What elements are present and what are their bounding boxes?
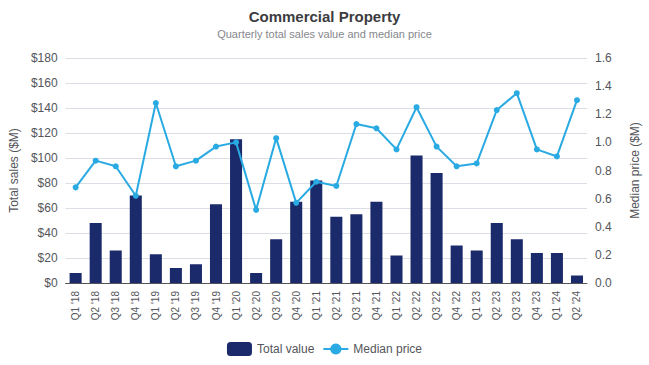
svg-text:Q1 '23: Q1 '23 (471, 291, 482, 321)
svg-text:Q4 '18: Q4 '18 (130, 291, 141, 321)
svg-text:Q3 '20: Q3 '20 (271, 291, 282, 321)
svg-text:1.4: 1.4 (595, 79, 612, 93)
svg-text:Q2 '21: Q2 '21 (331, 291, 342, 321)
svg-text:$120: $120 (31, 126, 58, 140)
svg-text:Q2 '24: Q2 '24 (571, 291, 582, 321)
svg-text:Q4 '21: Q4 '21 (371, 291, 382, 321)
svg-text:0.0: 0.0 (595, 276, 612, 290)
svg-text:$40: $40 (38, 226, 58, 240)
svg-text:Q1 '22: Q1 '22 (391, 291, 402, 321)
svg-text:Q1 '20: Q1 '20 (231, 291, 242, 321)
svg-text:1.6: 1.6 (595, 51, 612, 65)
svg-text:Q3 '22: Q3 '22 (431, 291, 442, 321)
svg-text:Q4 '19: Q4 '19 (211, 291, 222, 321)
svg-text:Q3 '18: Q3 '18 (110, 291, 121, 321)
svg-text:Q2 '19: Q2 '19 (170, 291, 181, 321)
svg-text:1.0: 1.0 (595, 135, 612, 149)
svg-text:Q2 '23: Q2 '23 (491, 291, 502, 321)
svg-text:Q2 '18: Q2 '18 (90, 291, 101, 321)
svg-text:Q2 '20: Q2 '20 (251, 291, 262, 321)
svg-text:Quarterly total sales value an: Quarterly total sales value and median p… (217, 28, 432, 40)
svg-text:Commercial Property: Commercial Property (249, 8, 401, 25)
svg-text:Q4 '23: Q4 '23 (531, 291, 542, 321)
svg-text:Median price ($M): Median price ($M) (628, 122, 642, 219)
svg-text:$0: $0 (44, 276, 58, 290)
svg-text:Q2 '22: Q2 '22 (411, 291, 422, 321)
svg-text:Total value: Total value (257, 342, 315, 356)
svg-text:Total sales ($M): Total sales ($M) (7, 128, 21, 213)
svg-text:Q4 '22: Q4 '22 (451, 291, 462, 321)
svg-text:0.4: 0.4 (595, 220, 612, 234)
svg-text:$140: $140 (31, 101, 58, 115)
svg-text:$160: $160 (31, 76, 58, 90)
svg-text:Q3 '21: Q3 '21 (351, 291, 362, 321)
svg-text:$80: $80 (38, 176, 58, 190)
svg-text:Q3 '19: Q3 '19 (190, 291, 201, 321)
svg-text:Q1 '19: Q1 '19 (150, 291, 161, 321)
svg-text:Q3 '23: Q3 '23 (511, 291, 522, 321)
svg-text:$60: $60 (38, 201, 58, 215)
svg-text:Q4 '20: Q4 '20 (291, 291, 302, 321)
svg-text:Q1 '24: Q1 '24 (551, 291, 562, 321)
svg-text:$180: $180 (31, 51, 58, 65)
svg-text:Median price: Median price (353, 342, 422, 356)
svg-text:1.2: 1.2 (595, 107, 612, 121)
svg-text:$20: $20 (38, 251, 58, 265)
svg-text:0.2: 0.2 (595, 248, 612, 262)
svg-text:Q1 '21: Q1 '21 (311, 291, 322, 321)
svg-text:0.6: 0.6 (595, 192, 612, 206)
svg-text:0.8: 0.8 (595, 164, 612, 178)
svg-text:$100: $100 (31, 151, 58, 165)
svg-text:Q1 '18: Q1 '18 (70, 291, 81, 321)
